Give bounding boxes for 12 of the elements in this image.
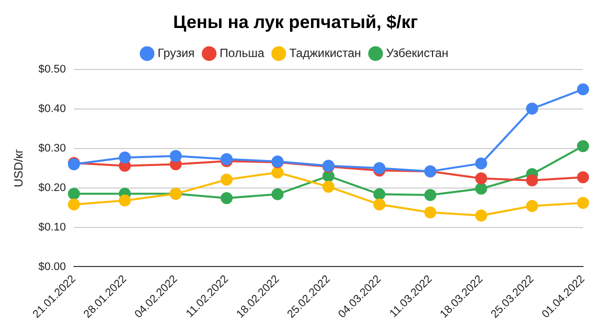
legend-label: Польша	[220, 46, 265, 60]
chart-title: Цены на лук репчатый, $/кг	[173, 12, 418, 32]
y-tick-label: $0.40	[38, 103, 66, 116]
legend-label: Грузия	[158, 46, 195, 60]
y-tick-label: $0.20	[38, 182, 66, 194]
y-axis-title: USD/кг	[12, 148, 26, 188]
y-tick-label: $0.10	[38, 221, 66, 234]
y-tick-label: $0.00	[38, 260, 66, 273]
legend-label: Таджикистан	[289, 46, 362, 60]
legend-label: Узбекистан	[386, 46, 448, 60]
y-tick-label: $0.50	[38, 64, 66, 76]
y-tick-label: $0.30	[38, 142, 66, 154]
